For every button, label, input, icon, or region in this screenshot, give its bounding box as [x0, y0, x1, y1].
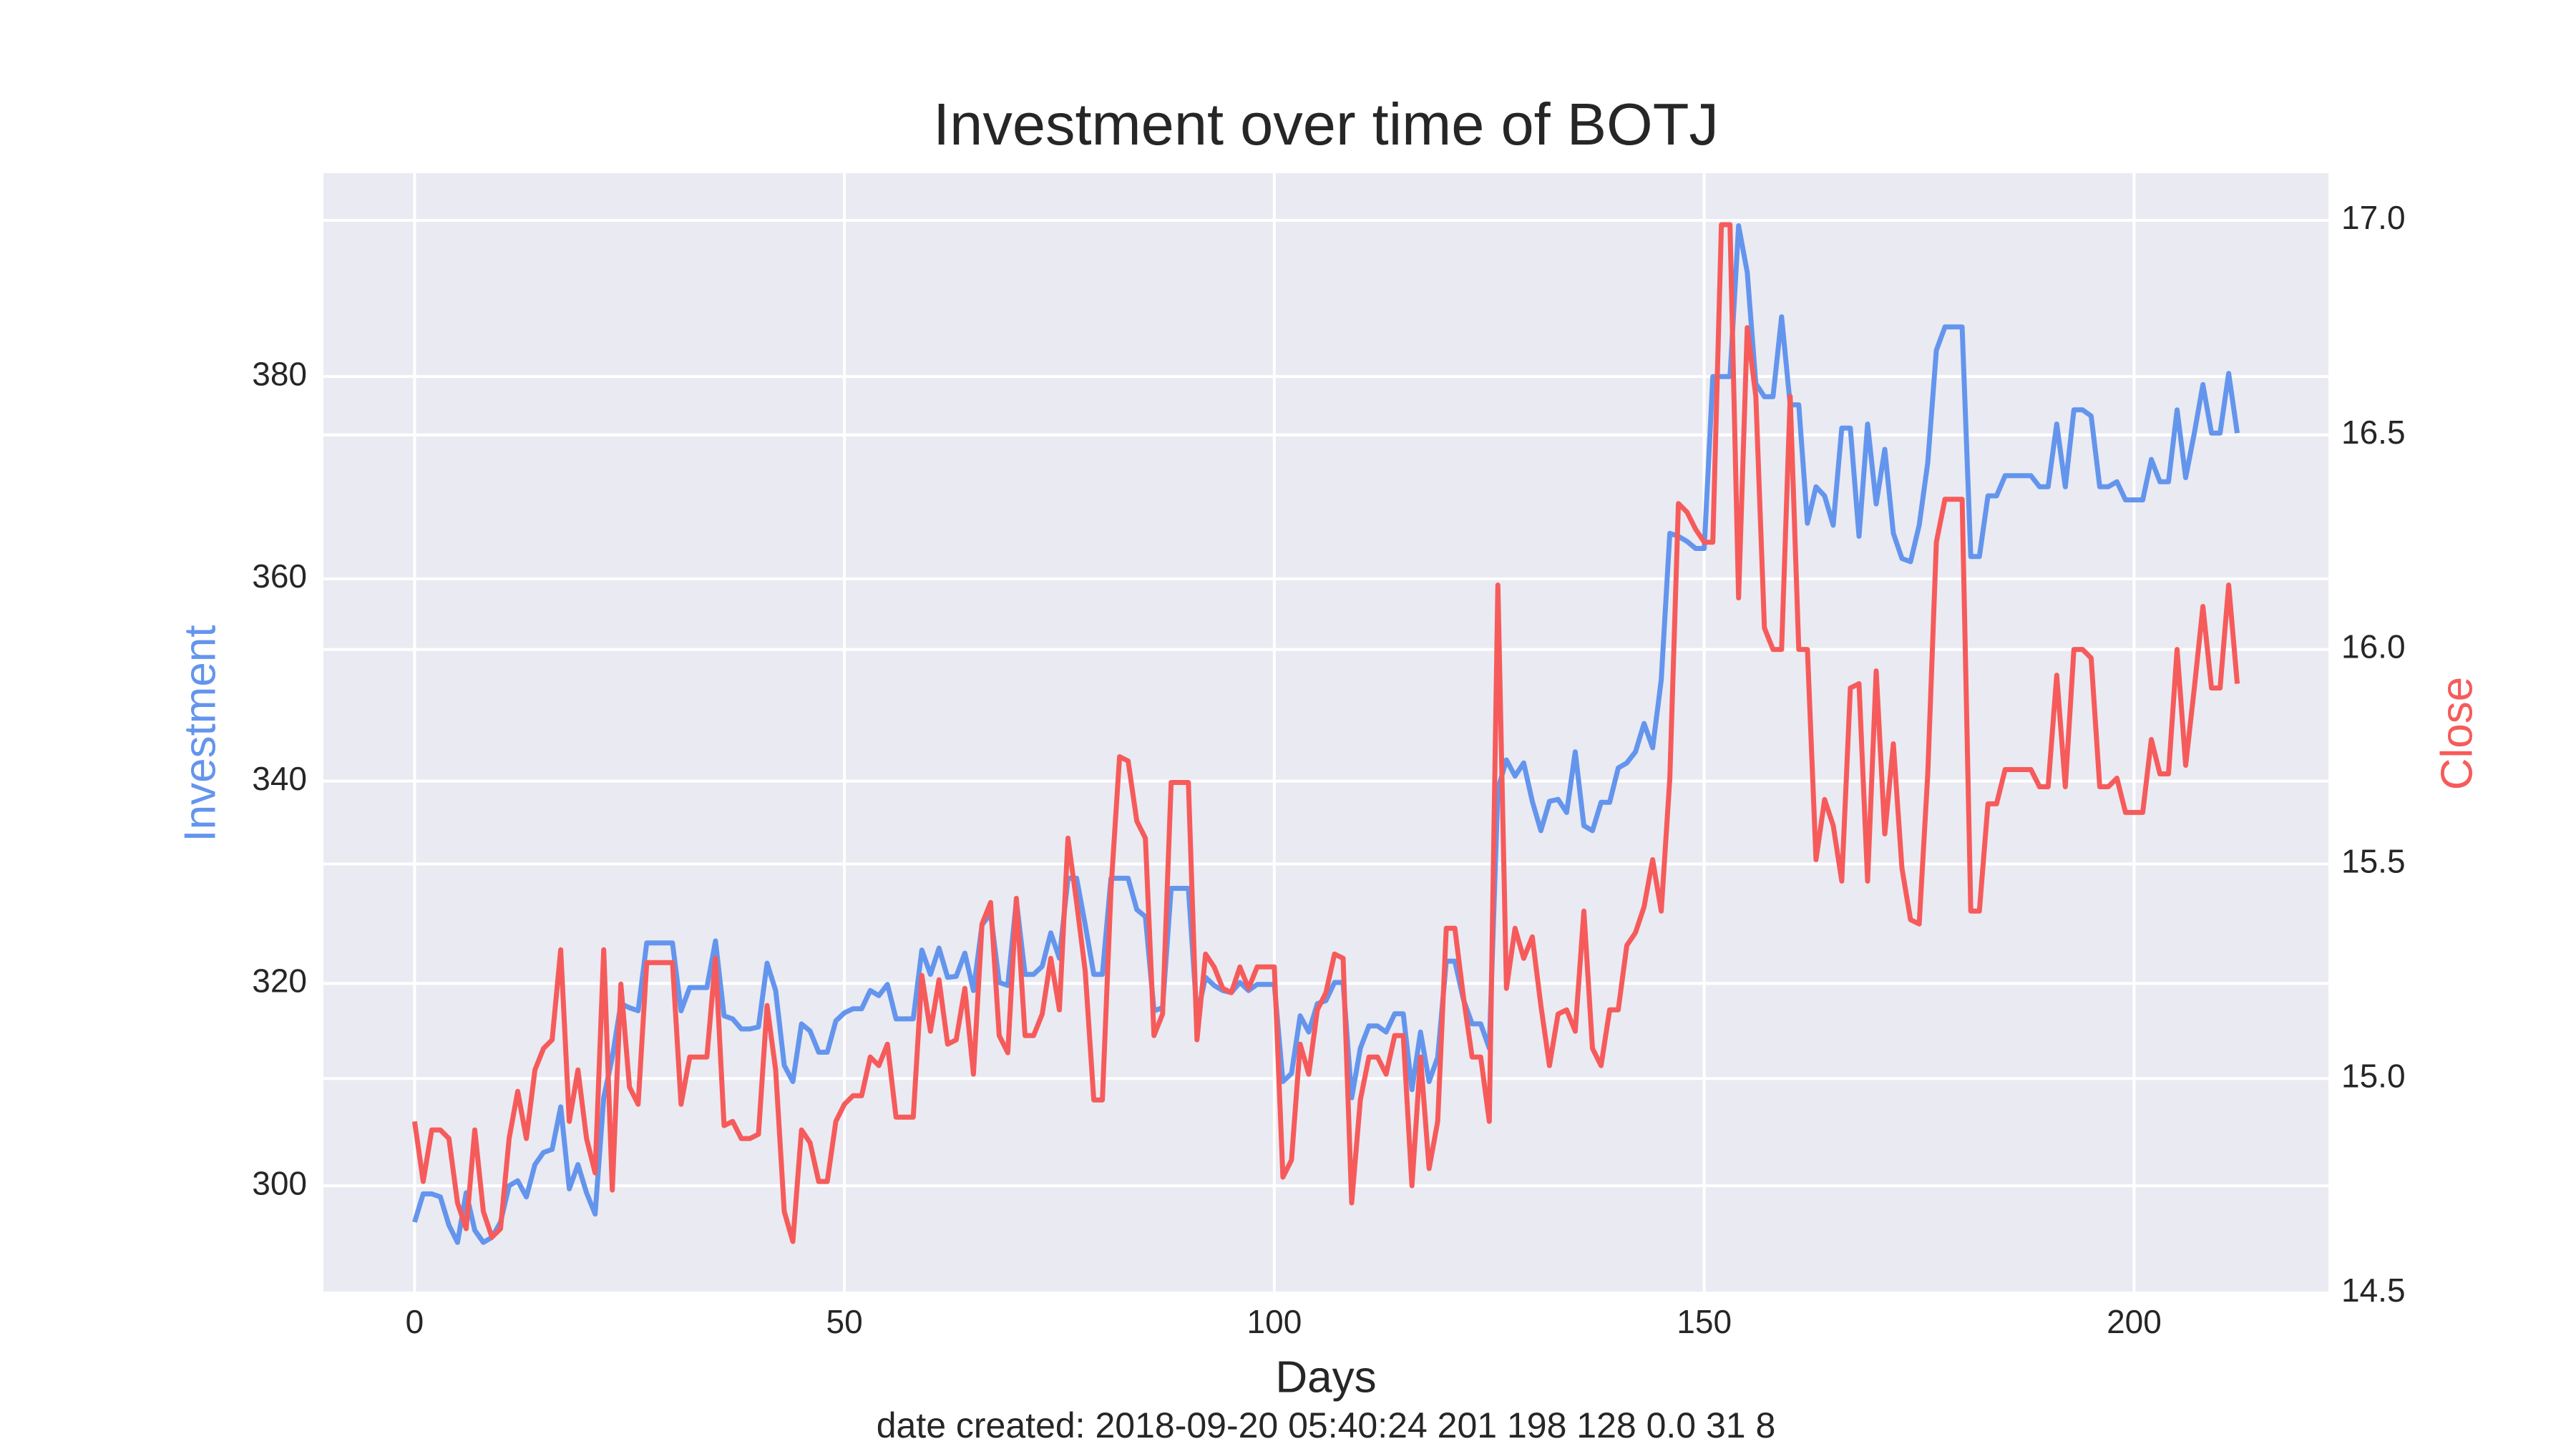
y2-tick-label: 16.5 — [2341, 414, 2406, 451]
y2-axis-label: Close — [2432, 677, 2482, 791]
y2-tick-label: 16.0 — [2341, 628, 2406, 665]
y2-tick-label: 17.0 — [2341, 199, 2406, 236]
y-tick-label: 340 — [252, 760, 307, 797]
y-tick-label: 380 — [252, 355, 307, 392]
y2-tick-label: 15.0 — [2341, 1057, 2406, 1094]
y-axis-label: Investment — [175, 625, 225, 841]
annotation: date created: 2018-09-20 05:40:24 201 19… — [877, 1405, 1776, 1445]
x-axis-label: Days — [1275, 1352, 1376, 1402]
series-line — [411, 222, 2240, 1244]
x-tick-label: 100 — [1247, 1303, 1302, 1340]
y-tick-label: 360 — [252, 557, 307, 595]
x-tick-label: 200 — [2107, 1303, 2162, 1340]
lines — [411, 222, 2240, 1245]
y2-tick-label: 14.5 — [2341, 1272, 2406, 1309]
x-tick-label: 150 — [1677, 1303, 1732, 1340]
y-tick-label: 300 — [252, 1164, 307, 1201]
y2-tick-label: 15.5 — [2341, 843, 2406, 880]
y-tick-label: 320 — [252, 962, 307, 1000]
chart-title: Investment over time of BOTJ — [933, 91, 1719, 157]
x-tick-label: 0 — [406, 1303, 424, 1340]
plot-area — [323, 173, 2328, 1293]
x-tick-label: 50 — [826, 1303, 863, 1340]
grid — [323, 173, 2328, 1294]
